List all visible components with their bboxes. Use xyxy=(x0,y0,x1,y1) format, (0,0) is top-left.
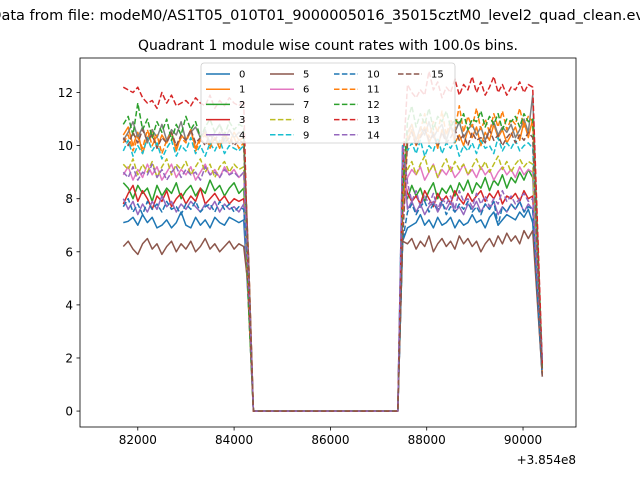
x-tick-label: 84000 xyxy=(215,433,253,447)
legend-label-14: 14 xyxy=(367,130,380,141)
legend-label-8: 8 xyxy=(303,115,309,126)
series-line-2 xyxy=(122,168,544,412)
x-tick-label: 82000 xyxy=(119,433,157,447)
y-tick-label: 12 xyxy=(58,86,73,100)
series-line-14 xyxy=(122,144,544,412)
series-line-15 xyxy=(122,128,544,412)
series-line-6 xyxy=(122,163,544,412)
series-line-0 xyxy=(123,208,544,412)
legend-label-4: 4 xyxy=(239,130,245,141)
chart-title: Quadrant 1 module wise count rates with … xyxy=(138,38,518,54)
y-tick-label: 0 xyxy=(65,405,73,419)
y-tick-label: 6 xyxy=(65,245,73,259)
series-line-13 xyxy=(122,70,544,412)
y-tick-label: 4 xyxy=(65,298,73,312)
legend-label-15: 15 xyxy=(431,70,444,81)
series-line-10 xyxy=(122,197,544,412)
legend-label-9: 9 xyxy=(303,130,309,141)
figure-suptitle: Data from file: modeM0/AS1T05_010T01_900… xyxy=(0,8,640,24)
legend-label-6: 6 xyxy=(303,85,309,96)
x-tick-label: 86000 xyxy=(311,433,349,447)
legend-label-0: 0 xyxy=(239,70,245,81)
legend-label-2: 2 xyxy=(239,100,245,111)
y-tick-label: 2 xyxy=(65,351,73,365)
legend-label-13: 13 xyxy=(367,115,380,126)
legend-label-7: 7 xyxy=(303,100,309,111)
legend-label-10: 10 xyxy=(367,70,380,81)
legend-label-5: 5 xyxy=(303,70,309,81)
series-line-8 xyxy=(122,155,544,412)
x-offset-label: +3.854e8 xyxy=(517,453,576,467)
series-line-5 xyxy=(122,229,544,412)
legend-label-3: 3 xyxy=(239,115,245,126)
x-tick-label: 88000 xyxy=(408,433,446,447)
series-line-12 xyxy=(122,102,544,412)
axes: 82000 84000 86000 88000 90000+3.854e80246810… xyxy=(58,57,577,467)
y-tick-label: 10 xyxy=(58,139,73,153)
legend-label-1: 1 xyxy=(239,85,245,96)
x-tick-label: 90000 xyxy=(504,433,542,447)
series-line-9 xyxy=(122,136,544,412)
legend-box xyxy=(200,62,456,144)
legend-label-11: 11 xyxy=(367,85,380,96)
y-tick-label: 8 xyxy=(65,192,73,206)
series-line-3 xyxy=(122,168,544,412)
plot-frame xyxy=(79,57,577,428)
legend-label-12: 12 xyxy=(367,100,380,111)
